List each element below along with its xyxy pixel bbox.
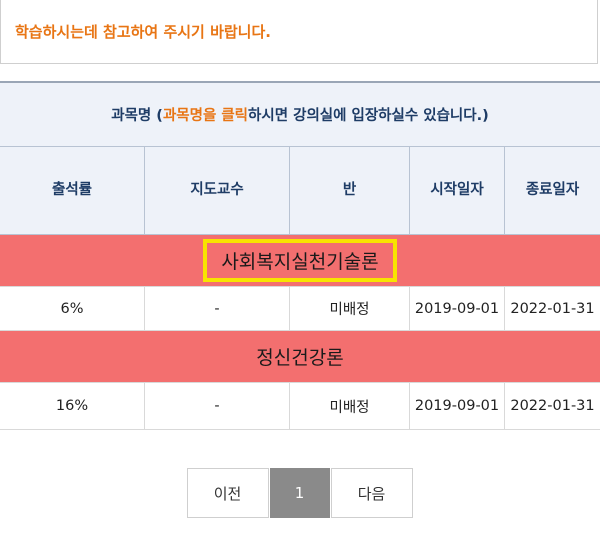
header-class: 반 xyxy=(290,147,410,234)
notice-banner: 학습하시는데 참고하여 주시기 바랍니다. xyxy=(0,0,598,64)
course-table: 과목명 (과목명을 클릭 하시면 강의실에 입장하실수 있습니다.) 출석률 지도… xyxy=(0,81,600,430)
next-page-button[interactable]: 다음 xyxy=(330,468,413,518)
table-row: 6% - 미배정 2019-09-01 2022-01-31 xyxy=(0,287,600,331)
cell-start-date: 2019-09-01 xyxy=(410,287,505,330)
pagination: 이전 1 다음 xyxy=(0,468,600,518)
prev-page-button[interactable]: 이전 xyxy=(186,468,269,518)
header-start-date: 시작 일자 xyxy=(410,147,505,234)
cell-end-date: 2022-01-31 xyxy=(510,300,595,317)
header-advisor: 지도 교수 xyxy=(145,147,290,234)
course-title-link[interactable]: 사회복지실천기술론 xyxy=(0,235,600,287)
cell-attendance: 16% xyxy=(0,383,145,429)
subject-hint-prefix: 과목명 ( xyxy=(111,108,163,124)
header-end-date: 종료 일자 xyxy=(525,182,580,198)
course-title-link[interactable]: 정신건강론 xyxy=(0,331,600,383)
course-title[interactable]: 정신건강론 xyxy=(256,347,344,369)
table-header-row: 출석률 지도 교수 반 시작 일자 종료 일자 xyxy=(0,147,600,235)
cell-advisor: - xyxy=(145,383,290,429)
subject-hint-suffix: 하시면 강의실에 입장하실수 있습니다.) xyxy=(248,108,489,124)
cell-advisor: - xyxy=(145,287,290,330)
subject-hint-highlight: 과목명을 클릭 xyxy=(162,108,249,124)
cell-class: 미배정 xyxy=(290,287,410,330)
cell-attendance: 6% xyxy=(0,287,145,330)
cell-start-date: 2019-09-01 xyxy=(410,383,505,429)
cell-end-date: 2022-01-31 xyxy=(510,398,595,414)
page-1-button[interactable]: 1 xyxy=(269,468,330,518)
cell-class: 미배정 xyxy=(290,383,410,429)
notice-text: 학습하시는데 참고하여 주시기 바랍니다. xyxy=(15,23,271,41)
subject-hint: 과목명 (과목명을 클릭 하시면 강의실에 입장하실수 있습니다.) xyxy=(0,83,600,147)
header-attendance: 출석률 xyxy=(0,147,145,234)
table-row: 16% - 미배정 2019-09-01 2022-01-31 xyxy=(0,383,600,430)
course-title[interactable]: 사회복지실천기술론 xyxy=(203,239,397,282)
